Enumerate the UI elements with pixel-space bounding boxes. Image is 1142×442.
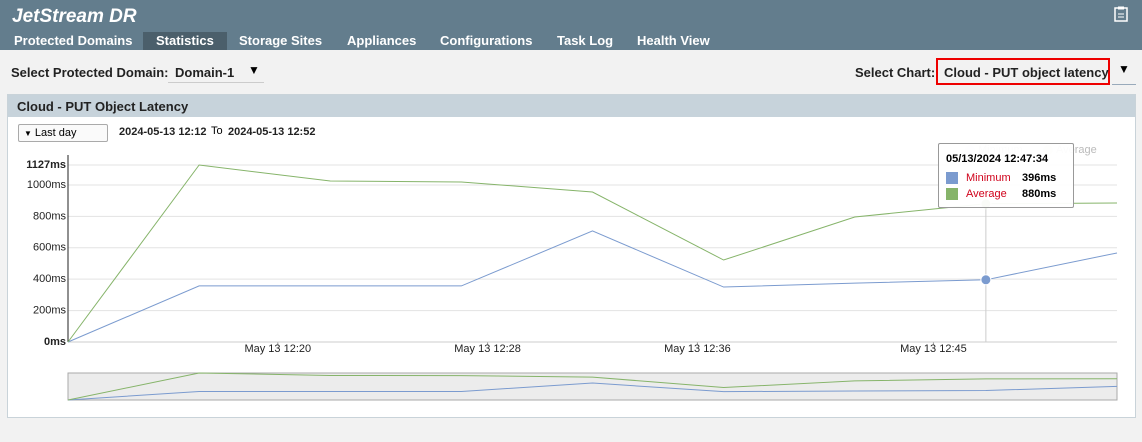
clipboard-icon[interactable] xyxy=(1114,6,1128,22)
tooltip-name: Minimum xyxy=(966,172,1011,184)
tab[interactable]: Protected Domains xyxy=(14,33,133,48)
navigator-line xyxy=(67,382,1118,401)
tooltip-swatch xyxy=(946,188,958,200)
hover-marker xyxy=(980,274,992,286)
y-tick-label: 400ms xyxy=(33,273,67,285)
tab[interactable]: Task Log xyxy=(557,33,614,48)
y-tick-label: 200ms xyxy=(33,304,67,316)
tooltip: 05/13/2024 12:47:34 Minimum 396ms Average 8… xyxy=(938,143,1074,208)
x-tick-label: May 13 12:36 xyxy=(664,343,731,355)
tab[interactable]: Appliances xyxy=(347,33,417,48)
tab[interactable]: Storage Sites xyxy=(239,33,323,48)
range-value: Last day xyxy=(34,127,77,139)
range-select[interactable]: ▼ Last day xyxy=(18,124,108,142)
to-date: 2024-05-13 12:52 xyxy=(228,126,316,138)
tooltip-value: 880ms xyxy=(1022,188,1057,200)
y-tick-label: 600ms xyxy=(33,242,67,254)
x-tick-label: May 13 12:45 xyxy=(900,343,967,355)
domain-label: Select Protected Domain: xyxy=(11,65,169,80)
select-underline xyxy=(1112,84,1136,85)
dropdown-arrow: ▼ xyxy=(248,63,260,77)
chart-select[interactable]: Cloud - PUT object latency xyxy=(936,58,1110,85)
panel-title: Cloud - PUT Object Latency xyxy=(17,99,189,114)
chart-label: Select Chart: xyxy=(855,65,936,80)
panel-header: Cloud - PUT Object Latency xyxy=(8,95,1135,117)
from-date: 2024-05-13 12:12 xyxy=(119,126,207,138)
x-tick-label: May 13 12:28 xyxy=(454,343,521,355)
navigator-line xyxy=(67,372,1118,401)
tab[interactable]: Statistics xyxy=(143,32,227,50)
tooltip-value: 396ms xyxy=(1022,172,1057,184)
tooltip-swatch xyxy=(946,172,958,184)
y-tick-label: 1000ms xyxy=(27,179,67,191)
y-tick-label: 1127ms xyxy=(26,159,66,171)
series-line xyxy=(67,164,1118,343)
tooltip-time: 05/13/2024 12:47:34 xyxy=(946,153,1049,165)
domain-select[interactable]: Domain-1 ▼ xyxy=(168,60,264,83)
tab[interactable]: Configurations xyxy=(440,33,533,48)
header: JetStream DR Protected Domains Statistics… xyxy=(0,0,1142,50)
y-tick-label: 800ms xyxy=(33,210,67,222)
chart-value: Cloud - PUT object latency xyxy=(944,65,1109,80)
dropdown-arrow: ▼ xyxy=(24,129,32,138)
tooltip-name: Average xyxy=(966,188,1007,200)
x-tick-label: May 13 12:20 xyxy=(244,343,311,355)
y-tick-label: 0ms xyxy=(44,336,66,348)
to-label: To xyxy=(211,125,223,137)
app-title: JetStream DR xyxy=(12,6,137,27)
series-line xyxy=(67,230,1118,343)
domain-value: Domain-1 xyxy=(175,65,235,80)
tab[interactable]: Health View xyxy=(637,33,710,48)
dropdown-arrow[interactable]: ▼ xyxy=(1118,62,1130,76)
